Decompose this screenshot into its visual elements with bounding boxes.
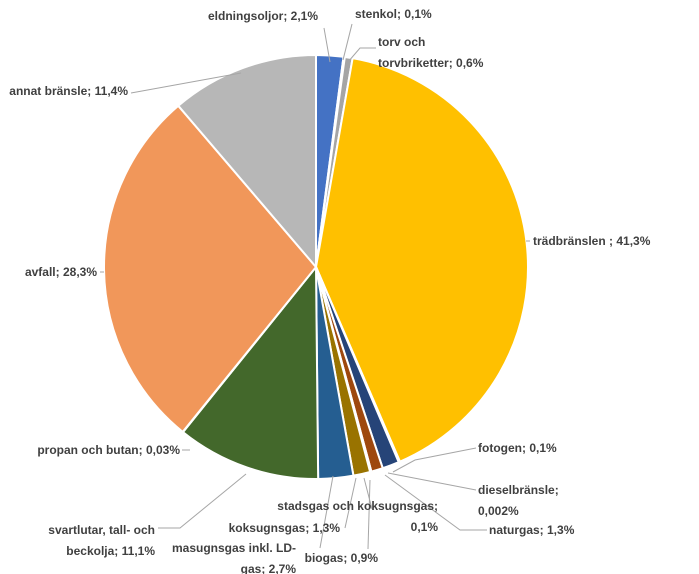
slice-tradbranslen <box>314 57 529 463</box>
slice-svartlutar-tall-och-beckolja <box>181 264 320 480</box>
leader-line-naturgas <box>384 474 487 531</box>
data-label-avfall: avfall; 28,3% <box>25 265 97 279</box>
data-label-torv-och-torvbriketter: torv och torvbriketter; 0,6% <box>378 35 484 70</box>
data-label-svartlutar-tall-och-beckolja: svartlutar, tall- och beckolja; 11,1% <box>48 523 155 558</box>
data-label-masugnsgas-inkl-ld-gas: masugnsgas inkl. LD-gas; 2,7% <box>172 541 296 574</box>
data-label-dieselbransle: dieselbränsle; 0,002% <box>478 483 559 518</box>
slice-annat-bransle <box>176 53 317 270</box>
data-label-propan-och-butan: propan och butan; 0,03% <box>37 443 180 457</box>
data-label-tradbranslen: trädbränslen ; 41,3% <box>533 234 651 248</box>
data-label-eldningsoljor: eldningsoljor; 2,1% <box>208 9 318 23</box>
data-labels: eldningsoljor; 2,1% stenkol; 0,1% torv och… <box>9 7 650 574</box>
leader-line-biogas <box>367 479 371 550</box>
leader-line-stadsgas-och-koksugnsgas <box>363 477 373 510</box>
leader-lines <box>100 23 530 550</box>
leader-line-dieselbransle <box>387 472 477 491</box>
slice-avfall <box>103 104 318 434</box>
leader-line-svartlutar-tall-och-beckolja <box>158 473 247 529</box>
data-label-fotogen: fotogen; 0,1% <box>478 441 557 455</box>
leader-line-fotogen <box>392 447 477 473</box>
data-label-koksugnsgas: koksugnsgas; 1,3% <box>229 521 341 535</box>
leader-line-masugnsgas-inkl-ld-gas <box>319 475 334 549</box>
data-label-biogas: biogas; 0,9% <box>305 551 379 565</box>
data-label-stenkol: stenkol; 0,1% <box>355 7 432 21</box>
pie-slices <box>103 53 529 481</box>
data-label-stadsgas-och-koksugnsgas: stadsgas och koksugnsgas; 0,1% <box>277 499 438 534</box>
leader-line-eldningsoljor <box>323 27 331 63</box>
data-label-naturgas: naturgas; 1,3% <box>489 523 575 537</box>
leader-line-koksugnsgas <box>344 477 357 529</box>
leader-line-annat-bransle <box>130 72 242 94</box>
data-label-annat-bransle: annat bränsle; 11,4% <box>9 84 128 98</box>
leader-line-stenkol <box>342 23 353 61</box>
leader-line-torv-och-torvbriketter <box>347 47 376 63</box>
